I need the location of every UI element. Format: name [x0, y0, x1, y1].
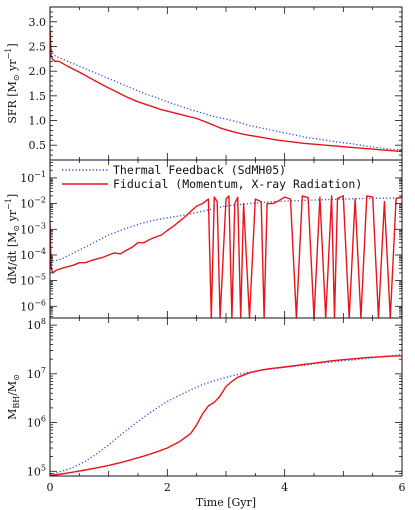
- x-tick-label: 6: [399, 481, 406, 494]
- x-tick-label: 2: [164, 481, 171, 494]
- y-axis-label: SFR [M⊙ yr−1]: [4, 43, 21, 123]
- y-tick-label: 10−5: [20, 273, 46, 288]
- y-tick-label: 10−1: [20, 170, 46, 185]
- series-group: [50, 353, 402, 476]
- panel-bottom: 105 106 107 108 MBH/M⊙: [6, 317, 403, 478]
- y-tick-label: 0.5: [29, 139, 47, 152]
- y-tick-label: 10−2: [20, 196, 46, 211]
- series-group: [50, 26, 402, 153]
- series-group: [50, 195, 402, 318]
- series-line-fiducial-1: [50, 26, 402, 153]
- panel-frame: [49, 317, 403, 477]
- series-line-thermal-0: [50, 353, 402, 476]
- x-axis-label: Time [Gyr]: [196, 496, 256, 509]
- series-line-fiducial-1: [50, 195, 402, 318]
- y-axis-label: dM/dt [M⊙ yr−1]: [4, 194, 21, 284]
- y-tick-label: 105: [27, 463, 46, 478]
- y-axis-label: MBH/M⊙: [6, 374, 21, 420]
- y-tick-label: 10−3: [20, 221, 46, 236]
- y-tick-label: 3.0: [29, 16, 47, 29]
- x-tick-label: 4: [281, 481, 288, 494]
- y-tick-label: 108: [27, 317, 46, 332]
- y-tick-label: 107: [27, 366, 46, 381]
- y-tick-label: 106: [27, 415, 46, 430]
- series-line-fiducial-1: [50, 355, 402, 476]
- y-tick-label: 10−6: [20, 298, 46, 313]
- panel-top: 0.5 1.0 1.5 2.0 2.5 3.0 SFR [M⊙ yr−1]: [4, 6, 403, 161]
- panel-frame: [49, 6, 403, 161]
- legend-label: Fiducial (Momentum, X-ray Radiation): [113, 177, 362, 191]
- series-line-thermal-0: [50, 46, 402, 151]
- legend-label: Thermal Feedback (SdMH05): [113, 163, 286, 177]
- y-tick-label: 2.5: [29, 40, 47, 53]
- y-tick-label: 10−4: [20, 247, 46, 262]
- y-tick-label: 1.0: [29, 115, 47, 128]
- y-tick-label: 1.5: [29, 90, 47, 103]
- legend: Thermal Feedback (SdMH05)Fiducial (Momen…: [62, 163, 362, 191]
- x-tick-label: 0: [47, 481, 54, 494]
- y-tick-label: 2.0: [29, 65, 47, 78]
